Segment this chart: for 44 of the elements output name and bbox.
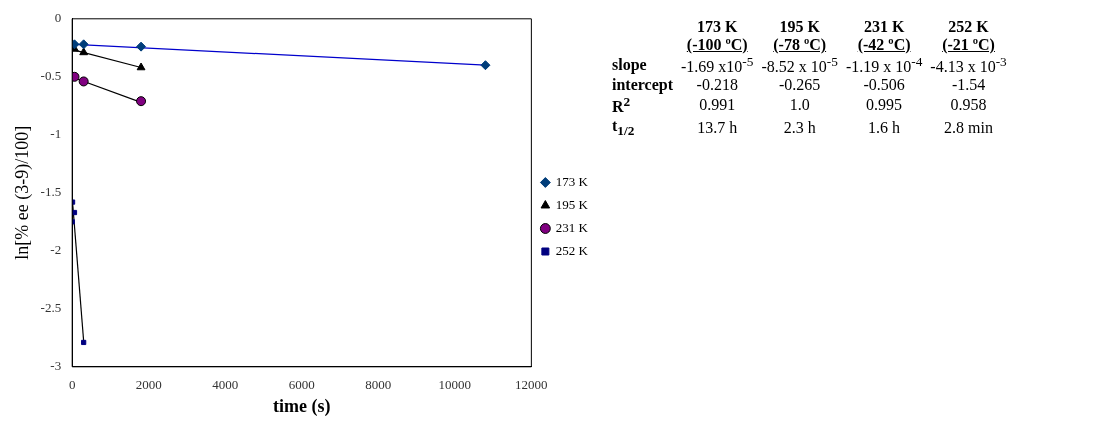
text: -4.13 x 10$^{-3}$	[930, 54, 1007, 76]
x-tick-label: 8000	[365, 377, 392, 393]
legend-label: 195 K	[555, 196, 589, 212]
text: -0.506	[863, 76, 905, 94]
text: -1.54	[951, 76, 986, 94]
legend-label: 173 K	[555, 173, 589, 189]
category-label: R$^{2}$	[612, 94, 631, 116]
text: 0.995	[866, 96, 903, 114]
text: -1.19 x 10$^{-4}$	[845, 54, 923, 76]
x-tick-label: 10000	[438, 377, 472, 393]
text: 2.3 h	[783, 118, 816, 136]
y-tick-label: -3	[50, 358, 62, 374]
y-tick-label: -0.5	[40, 68, 62, 84]
category-label: 252 K (-21 ºC)	[941, 18, 996, 54]
text: -1.69 x10$^{-5}$	[681, 54, 754, 76]
category-label: 231 K (-42 ºC)	[856, 18, 912, 54]
text: 0.991	[699, 96, 736, 114]
text: -0.265	[779, 76, 821, 94]
x-tick-label: 4000	[212, 377, 239, 393]
y-tick-label: 0	[54, 10, 62, 26]
category-label: 173 K (-100 ºC)	[685, 18, 749, 54]
category-label: 195 K (-78 ºC)	[772, 18, 828, 54]
x-axis-title: time (s)	[273, 395, 331, 417]
text: 13.7 h	[697, 118, 738, 136]
text: -8.52 x 10$^{-5}$	[761, 54, 838, 76]
text: 0.958	[950, 96, 987, 114]
x-tick-label: 0	[68, 377, 76, 393]
y-tick-label: -2	[50, 242, 62, 258]
text: 1.0	[789, 96, 810, 114]
category-label: t$_{1/2}$	[612, 116, 635, 138]
y-tick-label: -1	[50, 126, 62, 142]
x-tick-label: 6000	[288, 377, 315, 393]
x-tick-label: 2000	[135, 377, 162, 393]
text: -0.218	[696, 76, 738, 94]
text: 2.8 min	[944, 118, 993, 136]
y-tick-label: -1.5	[40, 184, 62, 200]
category-label: slope	[612, 56, 647, 74]
legend-label: 252 K	[555, 242, 589, 258]
text: 1.6 h	[868, 118, 901, 136]
y-axis-title: ln[% ee (3-9)/100]	[11, 125, 33, 260]
category-label: intercept	[612, 76, 674, 94]
y-tick-label: -2.5	[40, 300, 62, 316]
legend-label: 231 K	[555, 219, 589, 235]
x-tick-label: 12000	[515, 377, 548, 393]
